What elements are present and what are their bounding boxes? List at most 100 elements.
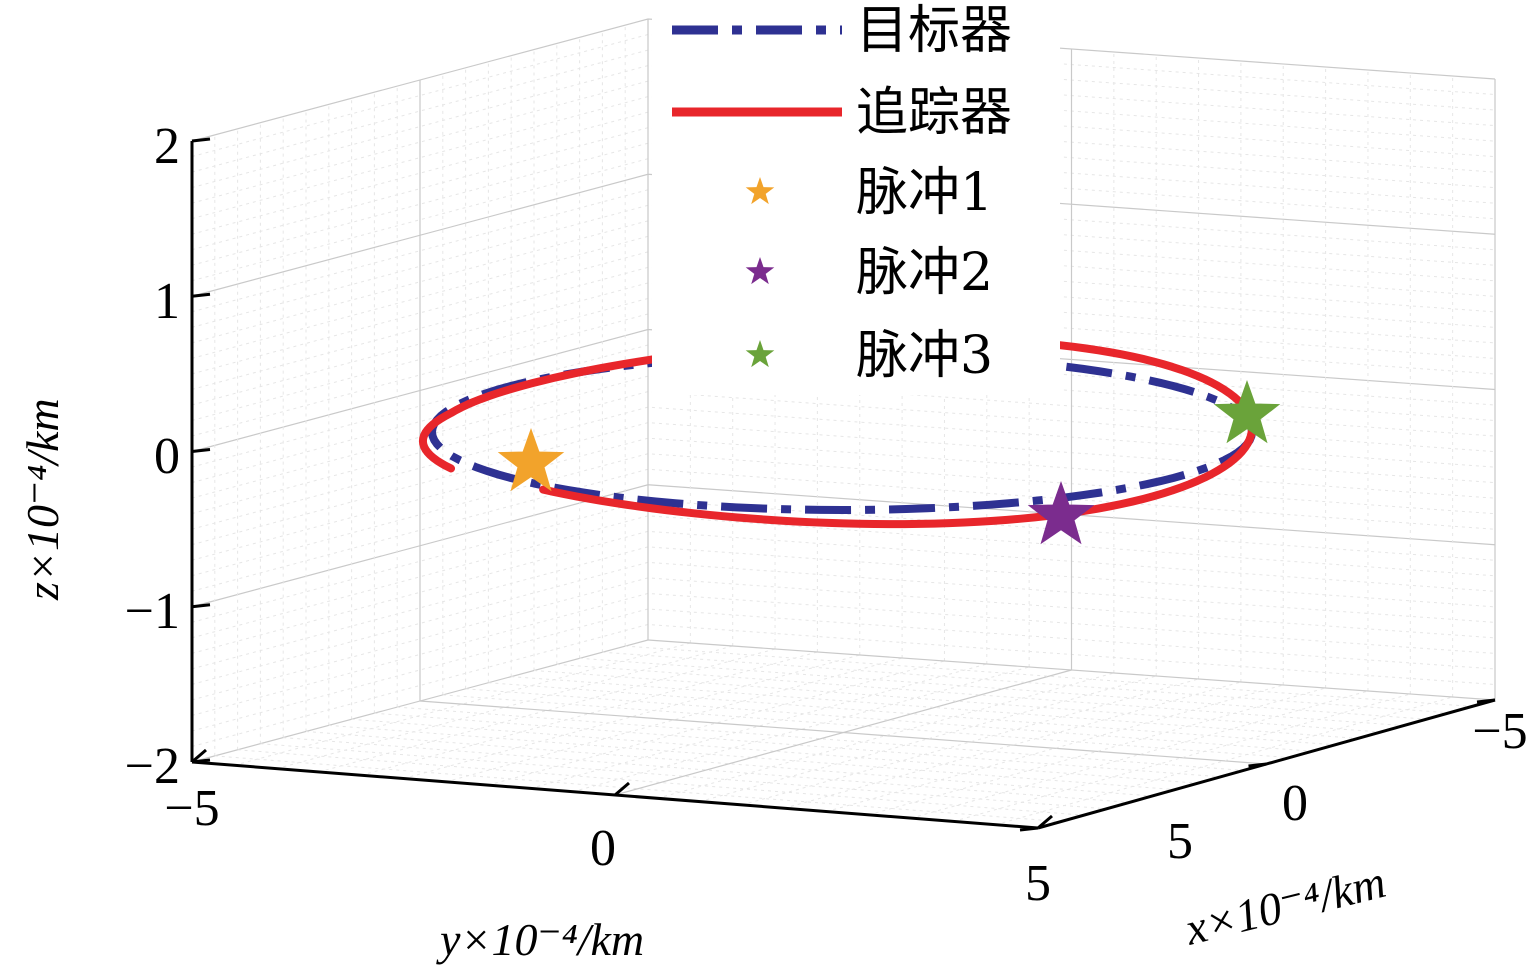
wall-hgrid	[191, 142, 1496, 266]
impulse-marker-3	[1213, 379, 1281, 444]
floor-grid-y	[318, 648, 776, 773]
floor-grid-x	[397, 706, 1244, 771]
wall-hgrid	[191, 127, 1496, 251]
legend-label-4: 脉冲2	[856, 243, 993, 303]
wall-hgrid	[191, 484, 1496, 608]
wall-hgrid	[191, 96, 1496, 220]
floor-grid-y	[741, 678, 1199, 806]
wall-hgrid	[191, 530, 1496, 654]
floor-grid-x	[556, 663, 1404, 727]
floor-grid-x	[328, 724, 1176, 791]
legend-label-1: 目标器	[856, 1, 1012, 61]
floor-grid-y	[572, 666, 1030, 793]
floor-grid-x	[214, 755, 1061, 823]
z-tick-2: 2	[154, 118, 180, 175]
floor-grid-x	[511, 676, 1358, 739]
floor-grid-y	[995, 696, 1453, 826]
floor-grid-y	[699, 675, 1157, 803]
wall-hgrid	[191, 546, 1496, 670]
floor-grid-x	[602, 651, 1450, 714]
x-tick-0: 0	[1282, 775, 1308, 832]
floor-grid-x	[351, 718, 1198, 784]
y-tick-mark	[191, 748, 207, 764]
z-tick-mark	[191, 448, 211, 453]
x-tick-5: 5	[1167, 813, 1193, 870]
wall-hgrid	[191, 577, 1496, 701]
z-tick-neg1: −1	[125, 583, 180, 640]
wall-hgrid	[191, 282, 1496, 406]
wall-hgrid	[191, 437, 1496, 561]
wall-hgrid	[191, 313, 1496, 437]
floor-grid-y	[953, 693, 1411, 822]
floor-grid-y	[445, 657, 903, 783]
wall-hgrid	[191, 391, 1496, 515]
z-tick-mark	[191, 137, 211, 143]
wall-hgrid	[191, 111, 1496, 235]
z-tick-mark	[191, 292, 211, 298]
wall-hgrid	[191, 204, 1496, 328]
floor-grid-y	[530, 663, 987, 789]
wall-hgrid	[191, 220, 1496, 344]
axes	[190, 137, 1496, 832]
y-tick-mark	[614, 781, 630, 797]
floor-grid-x	[488, 682, 1336, 746]
x-tick-neg5: −5	[1472, 703, 1527, 760]
z-axis-label: z×10⁻⁴/km	[17, 398, 68, 601]
floor-grid-x	[283, 737, 1130, 803]
floor-grid-y	[276, 645, 733, 770]
wall-hgrid	[191, 251, 1496, 375]
y-tick-5: 5	[1025, 855, 1051, 912]
legend-swatch-impulse-2	[745, 257, 775, 285]
floor-grid-x	[647, 639, 1496, 701]
floor-grid-y	[910, 690, 1369, 819]
wall-hgrid	[191, 34, 1496, 158]
z-tick-mark	[191, 603, 211, 609]
wall-hgrid	[191, 515, 1496, 639]
floor-grid-x	[579, 657, 1427, 720]
wall-hgrid	[191, 297, 1496, 421]
z-tick-1: 1	[154, 273, 180, 330]
floor-grid-y	[234, 642, 691, 766]
wall-hgrid	[191, 266, 1496, 390]
floor-grid-y	[487, 660, 945, 786]
y-tick-0: 0	[590, 820, 616, 877]
floor-grid-x	[374, 712, 1221, 778]
wall-hgrid	[191, 468, 1496, 592]
legend-box	[652, 0, 1060, 395]
legend-label-3: 脉冲1	[856, 163, 993, 223]
wall-hgrid	[191, 422, 1496, 546]
floor-grid-x	[625, 645, 1473, 707]
legend-swatch-impulse-1	[745, 177, 775, 205]
floor-grid-y	[784, 681, 1242, 809]
floor-grid-y	[868, 687, 1326, 816]
wall-hgrid	[191, 453, 1496, 577]
wall-hgrid	[191, 561, 1496, 685]
legend-label-2: 追踪器	[856, 83, 1012, 143]
wall-hgrid	[191, 158, 1496, 282]
floor-grid-x	[237, 749, 1084, 816]
x-tick-mark	[1476, 698, 1496, 704]
z-tick-0: 0	[154, 428, 180, 485]
floor-grid-y	[614, 669, 1072, 796]
floor-grid-y	[403, 654, 860, 779]
wall-hgrid	[191, 406, 1496, 530]
wall-hgrid	[191, 499, 1496, 623]
x-tick-mark	[1248, 762, 1267, 768]
wall-hgrid	[191, 189, 1496, 313]
wall-hgrid	[191, 608, 1496, 732]
floor-grid-y	[657, 672, 1114, 799]
x-axis-label: x×10⁻⁴/km	[1179, 856, 1390, 955]
wall-hgrid	[191, 592, 1496, 716]
impulse-marker-1	[497, 427, 565, 492]
floor-grid-x	[465, 688, 1313, 752]
impulse-marker-2	[1027, 480, 1095, 545]
floor-grid-x	[442, 694, 1290, 759]
wall-hgrid	[191, 235, 1496, 359]
y-axis-label: y×10⁻⁴/km	[436, 914, 644, 965]
floor-grid-x	[305, 731, 1153, 797]
wall-hgrid	[191, 65, 1496, 189]
wall-hgrid	[191, 49, 1496, 173]
grid-lines	[191, 18, 1496, 829]
